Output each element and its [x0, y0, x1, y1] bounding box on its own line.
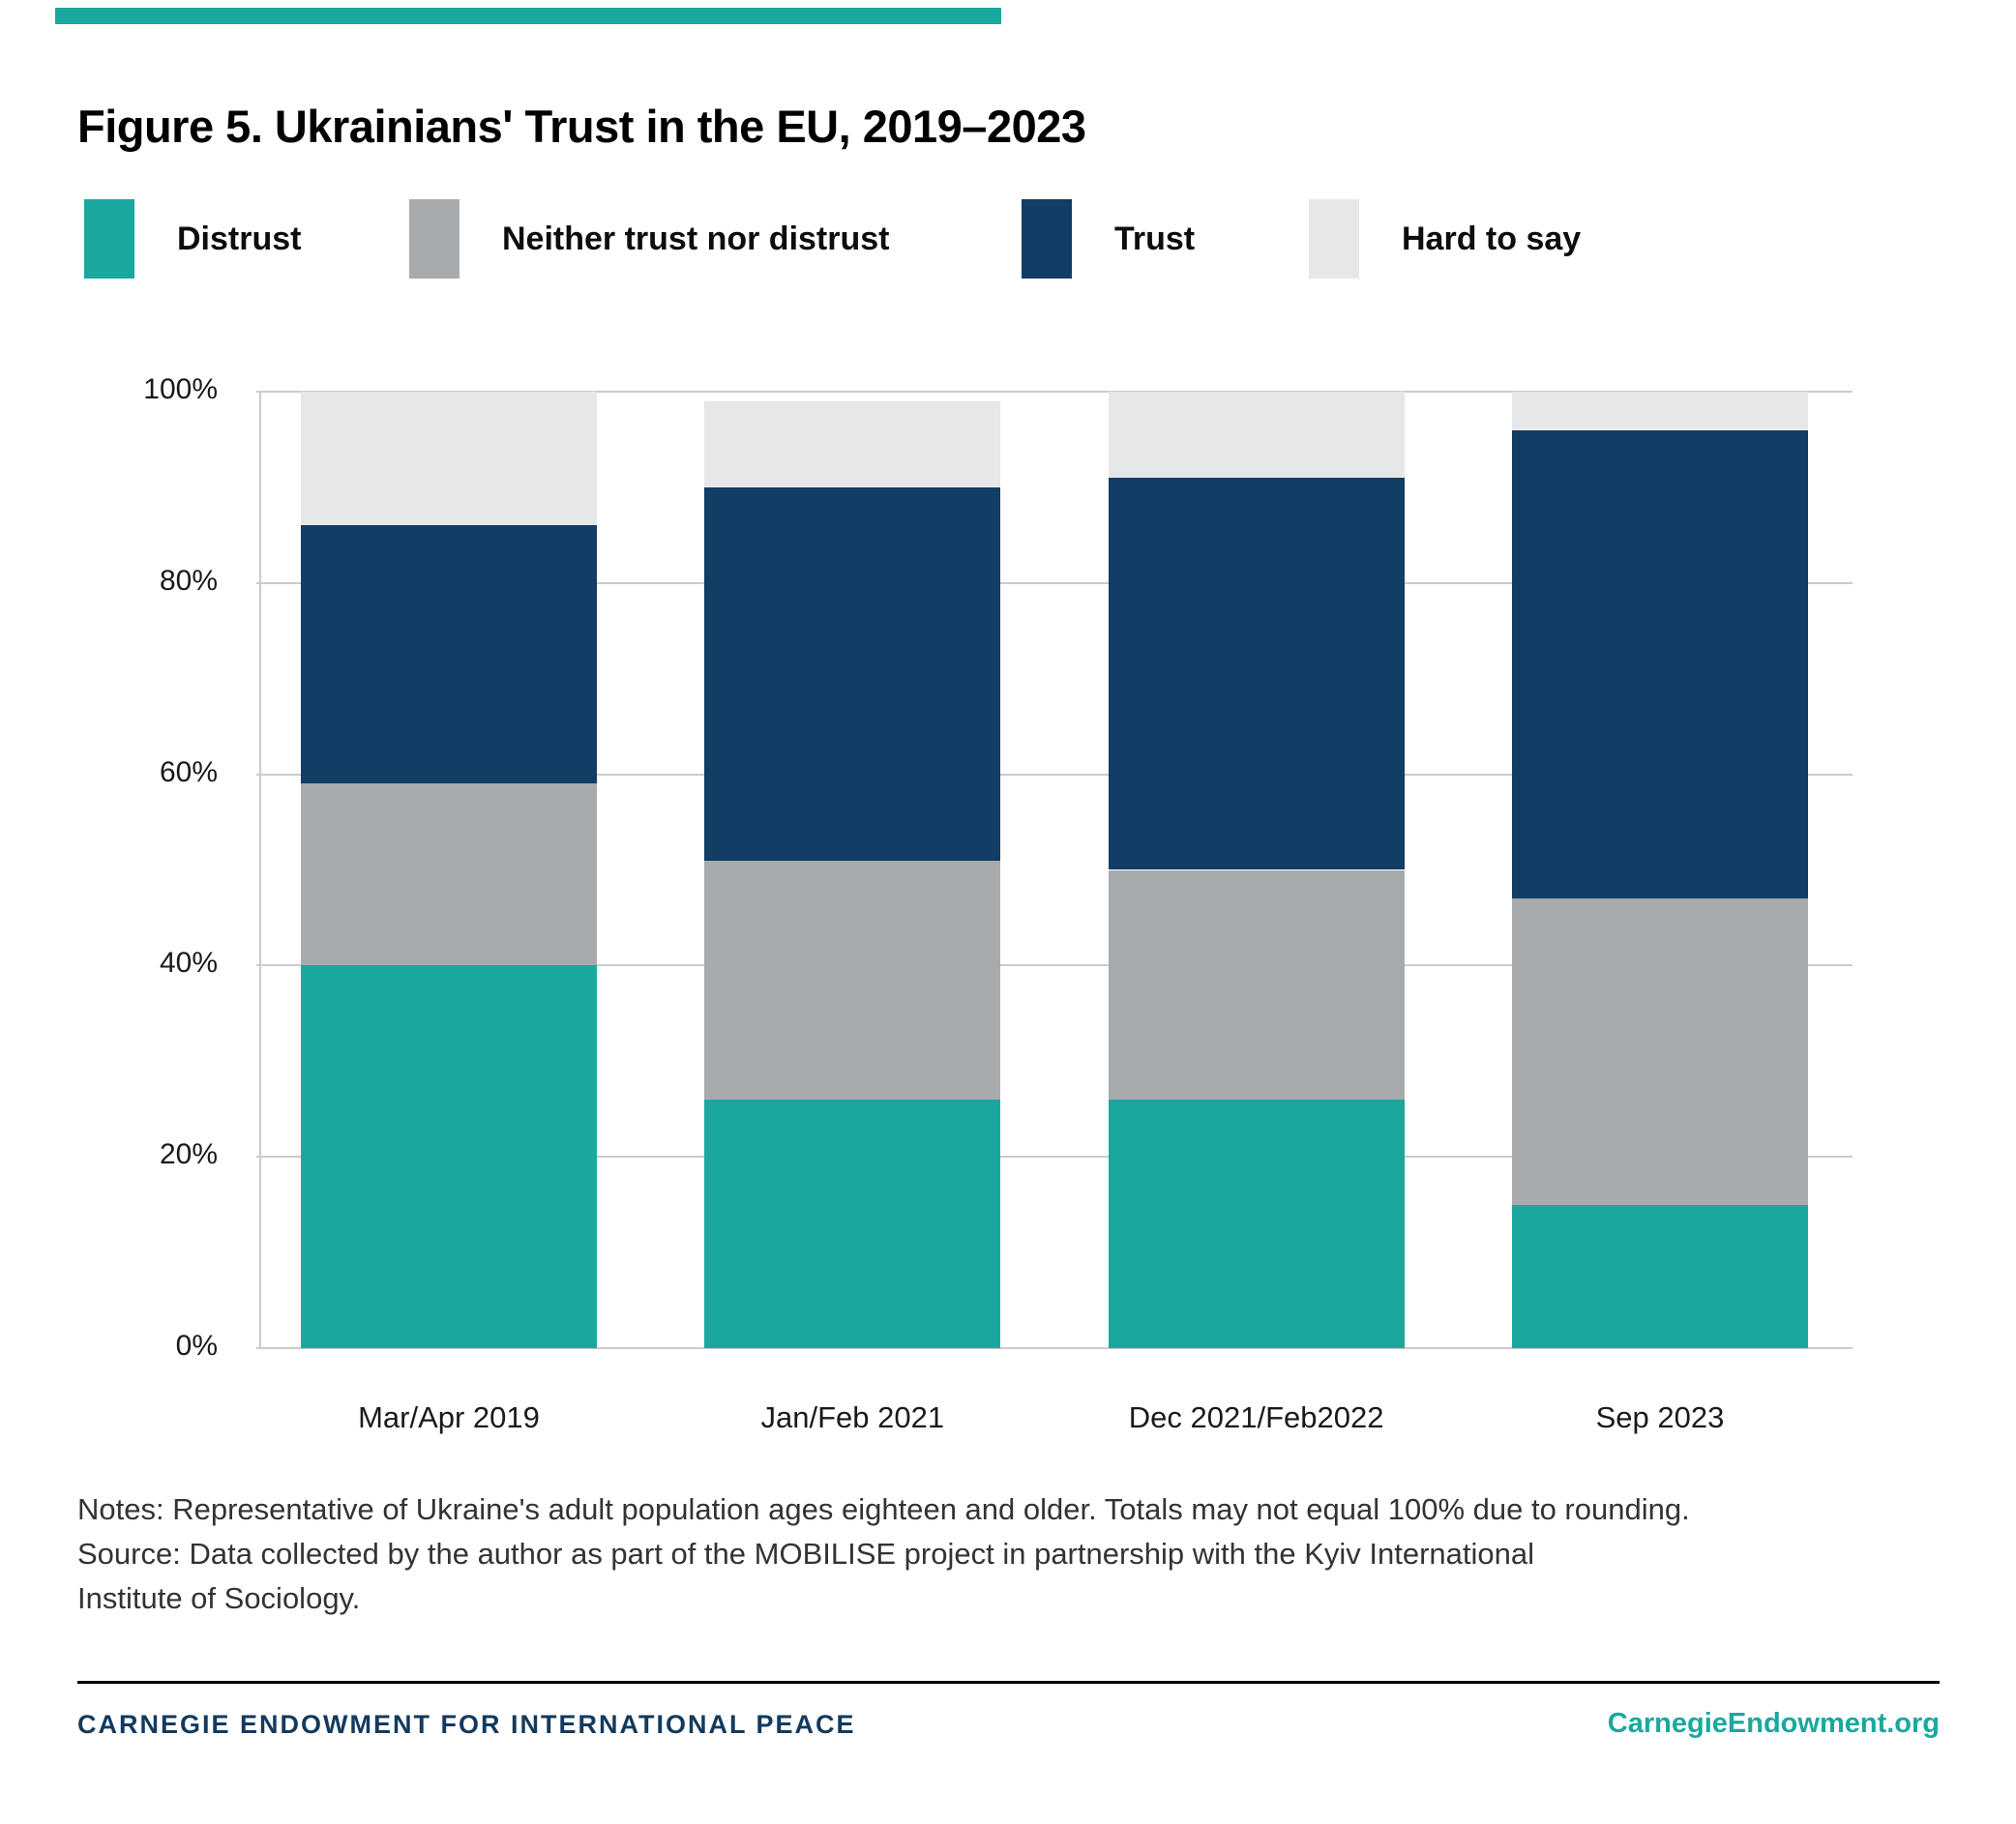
x-axis-label-4: Sep 2023: [1595, 1400, 1725, 1434]
y-axis-label-100%: 100%: [143, 373, 218, 405]
bar-segment-trust: [1108, 478, 1405, 870]
notes-line-2: Source: Data collected by the author as …: [77, 1537, 1535, 1571]
notes-line-3: Institute of Sociology.: [77, 1581, 361, 1615]
footer-divider: [77, 1681, 1940, 1684]
legend-label-1: Distrust: [177, 220, 302, 257]
legend-swatch-2: [409, 199, 460, 279]
bar-segment-distrust: [1511, 1204, 1808, 1348]
gridline-20%: [256, 1156, 1853, 1159]
legend-item-hard-to-say: Hard to say: [1309, 199, 1581, 279]
legend-label-2: Neither trust nor distrust: [502, 220, 890, 257]
gridline-100%: [256, 391, 1853, 393]
x-axis-label-1: Mar/Apr 2019: [358, 1400, 540, 1434]
legend-label-4: Hard to say: [1402, 220, 1582, 257]
gridline-0%: [256, 1347, 1853, 1349]
legend-swatch-4: [1309, 199, 1359, 279]
bar-segment-hard-to-say: [704, 400, 1001, 487]
chart-notes: Notes: Representative of Ukraine's adult…: [77, 1487, 1954, 1621]
legend-swatch-3: [1022, 199, 1072, 279]
y-axis-label-60%: 60%: [159, 755, 218, 788]
legend-label-3: Trust: [1114, 220, 1196, 257]
footer-website-link[interactable]: CarnegieEndowment.org: [1607, 1708, 1940, 1739]
legend-item-trust: Trust: [1022, 199, 1195, 279]
bar-segment-distrust: [1108, 1099, 1405, 1348]
top-accent-bar: [55, 8, 1001, 24]
gridline-80%: [256, 581, 1853, 584]
bar-segment-hard-to-say: [301, 392, 597, 526]
bar-segment-distrust: [704, 1099, 1001, 1348]
bar-segment-neither-trust-nor-distrust: [1108, 869, 1405, 1100]
gridline-60%: [256, 773, 1853, 776]
notes-line-1: Notes: Representative of Ukraine's adult…: [77, 1492, 1690, 1526]
x-axis-label-2: Jan/Feb 2021: [760, 1400, 945, 1434]
bar-segment-hard-to-say: [1108, 392, 1405, 478]
footer-org-name: CARNEGIE ENDOWMENT FOR INTERNATIONAL PEA…: [77, 1710, 856, 1739]
bar-segment-neither-trust-nor-distrust: [301, 783, 597, 966]
x-axis-label-3: Dec 2021/Feb2022: [1128, 1400, 1384, 1434]
y-axis-label-20%: 20%: [159, 1138, 218, 1171]
y-axis-label-40%: 40%: [159, 947, 218, 980]
legend-swatch-1: [84, 199, 134, 279]
legend-item-distrust: Distrust: [84, 199, 301, 279]
bar-segment-neither-trust-nor-distrust: [1511, 898, 1808, 1205]
figure-title: Figure 5. Ukrainians' Trust in the EU, 2…: [77, 101, 1086, 153]
bar-segment-distrust: [301, 965, 597, 1348]
bar-segment-trust: [301, 525, 597, 784]
gridline-40%: [256, 964, 1853, 967]
y-axis-label-0%: 0%: [175, 1330, 218, 1362]
legend-item-neither-trust-nor-distrust: Neither trust nor distrust: [409, 199, 889, 279]
bar-segment-hard-to-say: [1511, 392, 1808, 430]
bar-segment-trust: [704, 486, 1001, 861]
bar-segment-neither-trust-nor-distrust: [704, 860, 1001, 1100]
bar-segment-trust: [1511, 429, 1808, 899]
chart-legend: Distrust Neither trust nor distrust Trust H…: [0, 199, 2016, 279]
y-axis-line: [259, 392, 261, 1348]
y-axis-label-80%: 80%: [159, 564, 218, 597]
